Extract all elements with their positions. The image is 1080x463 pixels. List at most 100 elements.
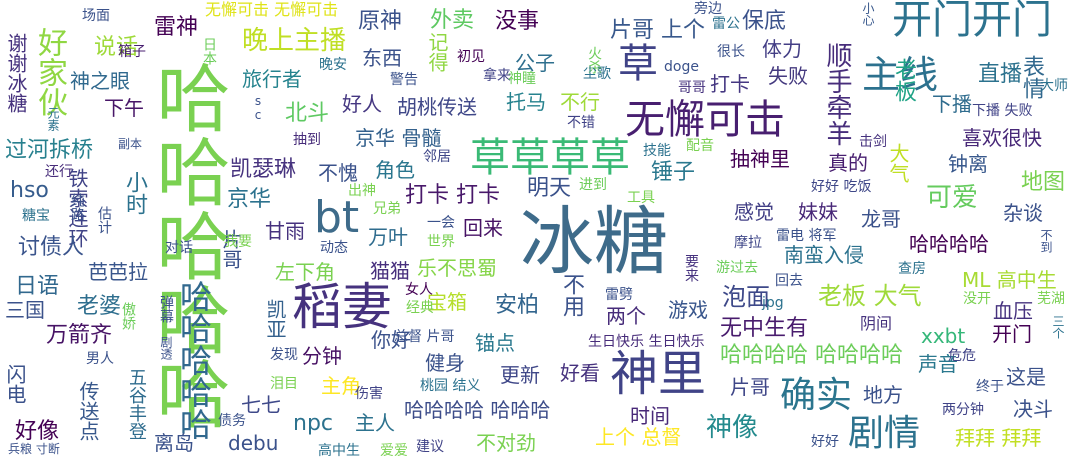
cloud-word: sc [251,94,265,122]
cloud-word: 好好 [811,434,839,450]
cloud-word: 建议 [416,439,444,455]
cloud-word: 哥哥 [678,80,706,96]
cloud-word: 北斗 [285,101,330,126]
cloud-word: 大师 [1040,78,1068,94]
cloud-word: jpg [762,295,784,311]
cloud-word: 回去 [775,273,803,289]
cloud-word: 主人 [355,411,395,435]
cloud-word: 打卡 [710,72,750,96]
cloud-word: 三国 [5,298,45,322]
cloud-word: 更新 [500,363,540,387]
cloud-word: 冰糖 [520,199,668,285]
cloud-word: 稻妻 [292,278,392,336]
cloud-word: 上个 总督 [595,425,682,449]
cloud-word: 京华 [227,187,272,212]
cloud-word: 直播 [978,62,1023,87]
cloud-word: 健身 [425,351,465,375]
cloud-word: 地图 [1021,170,1066,195]
cloud-word: 动态 [320,240,348,256]
cloud-word: 南蛮入侵 [784,243,864,267]
cloud-word: 万箭齐 [46,323,113,348]
cloud-word: 旁边 [694,1,722,17]
cloud-word: 元素 [46,107,60,131]
cloud-word: 失败 [768,64,808,88]
cloud-word: 不到 [1039,229,1053,253]
cloud-word: 男人 [86,351,114,367]
cloud-word: 好好 吃饭 [811,179,872,195]
cloud-word: 击剑 [859,134,887,150]
cloud-word: 开门开门 [892,0,1052,43]
cloud-word: 开门 [992,322,1032,346]
cloud-word: 好家伙 [32,27,67,117]
cloud-word: 进到 [579,177,607,193]
cloud-word: 糖宝 [22,208,50,224]
cloud-word: 雷公 [712,16,740,32]
cloud-word: 剧情 [848,413,921,454]
cloud-word: 闪电 [3,364,27,404]
cloud-word: 片哥 上个 [610,18,705,43]
cloud-word: npc [293,411,334,436]
cloud-word: 外卖 [430,8,475,33]
cloud-word: 可爱 [926,183,979,213]
cloud-word: 伤害 [355,386,383,402]
cloud-word: 托马 [506,90,546,114]
cloud-word: 下播 失败 [972,103,1033,119]
cloud-word: 不错 [567,115,595,131]
cloud-word: 保底 [742,9,787,34]
cloud-word: 哈哈哈哈 哈哈哈哈 [720,343,903,368]
cloud-word: 哈哈哈哈哈 [144,60,230,430]
cloud-word: 猫猫 [370,259,410,283]
cloud-word: 出神 [348,183,376,199]
cloud-word: 傲娇 [120,302,136,330]
cloud-word: 我要 [224,234,252,250]
cloud-word: 抽神里 [730,147,790,171]
cloud-word: 桃园 结义 [420,378,481,394]
cloud-word: 片哥 [730,375,770,399]
cloud-word: 兵粮 寸断 [8,442,60,456]
cloud-word: 还行 [45,164,73,180]
cloud-word: 真的 [828,151,868,175]
cloud-word: 总督 片哥 [394,329,455,345]
cloud-word: 弹幕 [158,295,174,323]
cloud-word: 老婆 [77,294,122,319]
cloud-word: 抽到 [293,132,321,148]
cloud-word: 哈哈哈哈 [909,232,989,256]
cloud-word: 晚上主播 [242,26,347,56]
cloud-word: 体力 [762,37,802,61]
cloud-word: 纯路 [69,193,85,221]
cloud-word: 兄弟 [373,201,401,217]
cloud-word: 不用 [559,273,584,317]
cloud-word: 查房 [898,261,926,277]
cloud-word: 副本 [118,137,143,151]
cloud-word: 尘歌 [583,66,611,82]
cloud-word: 打卡 打卡 [405,183,500,208]
cloud-word: 无懈可击 [625,97,785,143]
cloud-word: 神里 [610,346,707,402]
cloud-word: 记得 [425,32,449,72]
cloud-word: 雷神 [154,15,199,40]
cloud-word: 雷劈 [605,287,633,303]
cloud-word: 晚安 [319,57,347,73]
cloud-word: 公子 [515,51,555,75]
cloud-word: 五谷丰登 [126,368,147,440]
cloud-word: 感觉 [734,200,774,224]
cloud-word: 游过去 [716,260,758,276]
cloud-word: 胡桃传送 [397,95,477,119]
cloud-word: 初见 [457,49,485,65]
cloud-word: 对话 [165,240,193,256]
cloud-word: 片哥 [219,229,243,269]
cloud-word: 锤子 [651,160,696,185]
cloud-word: 芭芭拉 [88,260,148,284]
cloud-word: 喜欢很快 [962,126,1042,150]
cloud-word: 芜湖 [1037,291,1065,307]
cloud-word: 神瞳 [508,71,536,87]
cloud-word: 女人 [405,282,433,298]
cloud-word: 老板 大气 [818,282,922,310]
cloud-word: 钟离 [948,152,988,176]
cloud-word: 凯瑟琳 [230,157,297,182]
cloud-word: 发现 [270,347,298,363]
cloud-word: 一会 [427,215,455,231]
cloud-word: 谢谢冰糖 [4,33,28,113]
cloud-word: 箱子 [118,44,146,60]
cloud-word: 高中生 [318,443,360,459]
